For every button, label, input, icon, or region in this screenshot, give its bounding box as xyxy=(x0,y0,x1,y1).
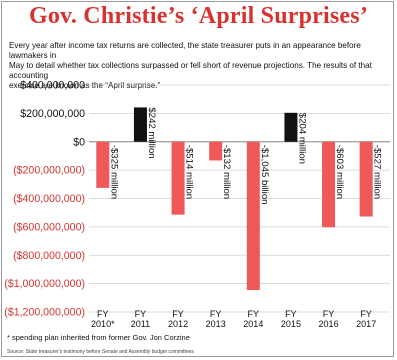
x-tick-label: 2013 xyxy=(206,319,226,329)
x-tick-label: FY xyxy=(285,309,297,319)
x-tick-label: 2014 xyxy=(243,319,263,329)
x-tick-label: FY xyxy=(135,309,147,319)
bar xyxy=(133,107,147,142)
x-tick-label: 2011 xyxy=(131,319,150,329)
y-tick-label: $0 xyxy=(73,136,85,148)
bar xyxy=(284,112,298,142)
bar xyxy=(209,141,223,161)
y-tick-label: $200,000,000 xyxy=(20,108,85,120)
bar xyxy=(322,141,336,228)
x-tick-label: FY xyxy=(248,309,260,319)
x-tick-label: 2012 xyxy=(168,319,188,329)
y-tick-label: ($1,200,000,000) xyxy=(4,307,85,319)
data-label: -$325 million xyxy=(108,145,119,199)
data-label: -$527 million xyxy=(372,145,383,199)
data-label: -$514 million xyxy=(184,145,195,199)
source-note: Source: State treasurer's testimony befo… xyxy=(7,349,194,355)
chart-title: Gov. Christie’s ‘April Surprises’ xyxy=(28,3,369,29)
x-tick-label: 2016 xyxy=(319,319,339,329)
x-tick-label: FY xyxy=(210,309,222,319)
y-tick-label: ($1,000,000,000) xyxy=(4,278,85,290)
x-tick-label: FY xyxy=(172,309,184,319)
bar xyxy=(359,141,373,217)
chart-subtitle: Every year after income tax returns are … xyxy=(9,41,372,90)
footnote: * spending plan inherited from former Go… xyxy=(7,333,190,342)
x-tick-label: 2017 xyxy=(356,319,376,329)
bar xyxy=(246,141,260,291)
data-label: -$1,045 billion xyxy=(259,145,270,205)
y-tick-label: ($400,000,000) xyxy=(13,193,85,205)
data-label: -$603 million xyxy=(334,145,345,199)
chart-frame xyxy=(1,1,394,357)
bar xyxy=(96,141,110,188)
bar xyxy=(171,141,185,215)
data-label: -$132 million xyxy=(221,145,232,199)
data-label: $242 million xyxy=(146,107,157,158)
y-tick-label: ($200,000,000) xyxy=(13,165,85,177)
x-tick-label: FY xyxy=(360,309,372,319)
x-tick-label: FY xyxy=(97,309,109,319)
y-tick-label: ($600,000,000) xyxy=(13,221,85,233)
y-tick-label: $400,000,000 xyxy=(20,80,85,92)
y-tick-label: ($800,000,000) xyxy=(13,250,85,262)
x-tick-label: FY xyxy=(323,309,335,319)
data-label: $204 million xyxy=(296,113,307,164)
x-tick-label: 2015 xyxy=(281,319,301,329)
x-tick-label: 2010* xyxy=(91,319,115,329)
